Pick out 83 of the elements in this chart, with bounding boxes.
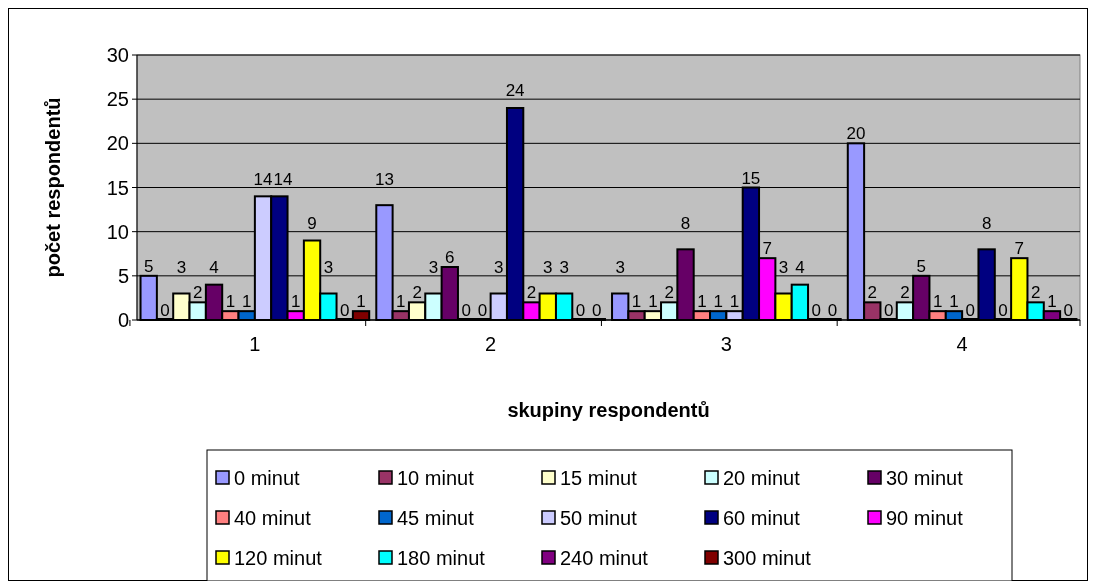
x-tick-label: 1 — [249, 333, 261, 355]
data-label: 0 — [461, 301, 471, 320]
data-label: 6 — [445, 248, 455, 267]
data-label: 5 — [916, 256, 927, 276]
x-tick-label: 3 — [720, 333, 732, 355]
data-label: 1 — [729, 292, 740, 312]
data-label: 7 — [1014, 239, 1025, 259]
y-tick-label: 30 — [106, 44, 129, 66]
legend-label: 45 minut — [397, 507, 475, 529]
data-label: 3 — [615, 257, 625, 277]
data-label: 0 — [965, 301, 976, 320]
data-label: 1 — [631, 292, 642, 312]
y-tick-label: 20 — [106, 132, 129, 155]
data-label: 0 — [811, 301, 821, 320]
data-label: 14 — [273, 169, 293, 189]
data-label: 1 — [225, 292, 236, 312]
data-label: 2 — [867, 283, 878, 303]
legend-label: 40 minut — [234, 507, 312, 529]
legend-label: 20 minut — [723, 467, 801, 489]
data-label: 9 — [307, 213, 317, 233]
data-label: 1 — [290, 292, 301, 312]
y-tick-label: 15 — [106, 176, 129, 199]
legend-label: 60 minut — [723, 507, 801, 529]
legend-label: 120 minut — [234, 547, 323, 569]
data-label: 1 — [1047, 292, 1057, 312]
data-label: 1 — [949, 292, 959, 312]
data-label: 1 — [356, 292, 366, 312]
data-label: 3 — [176, 257, 187, 277]
data-label: 8 — [680, 213, 691, 233]
legend-label: 50 minut — [560, 507, 638, 529]
data-label: 20 — [846, 124, 866, 144]
data-label: 1 — [697, 292, 707, 312]
data-label: 2 — [664, 283, 674, 303]
data-label: 0 — [1063, 301, 1074, 320]
data-label: 1 — [648, 292, 658, 312]
x-axis-title: skupiny respondentů — [507, 399, 710, 421]
data-label: 15 — [741, 168, 761, 188]
data-label: 0 — [998, 301, 1008, 320]
data-label: 24 — [505, 81, 525, 101]
legend-label: 15 minut — [560, 467, 638, 489]
data-label: 0 — [477, 301, 488, 320]
data-label: 2 — [412, 283, 422, 303]
legend-label: 10 minut — [397, 467, 475, 489]
data-label: 8 — [981, 213, 992, 233]
y-tick-label: 0 — [117, 309, 129, 331]
data-label: 13 — [374, 169, 394, 189]
data-label: 3 — [428, 257, 439, 277]
data-label: 0 — [592, 301, 602, 320]
data-label: 3 — [559, 257, 569, 277]
data-label: 4 — [209, 257, 219, 277]
data-label: 14 — [253, 169, 273, 189]
legend-label: 0 minut — [234, 467, 301, 489]
data-label: 5 — [143, 256, 154, 276]
data-label: 1 — [396, 292, 406, 312]
y-tick-label: 10 — [106, 220, 129, 243]
data-label: 1 — [241, 292, 252, 312]
data-label: 3 — [543, 257, 553, 277]
data-label: 4 — [795, 257, 805, 277]
x-tick-label: 2 — [485, 333, 497, 355]
data-label: 0 — [339, 301, 350, 320]
legend-label: 90 minut — [886, 507, 964, 529]
data-label: 2 — [526, 283, 537, 303]
data-label: 0 — [160, 301, 170, 320]
data-label: 2 — [1030, 283, 1041, 303]
data-label: 1 — [932, 292, 943, 312]
data-label: 2 — [192, 283, 203, 303]
y-axis-title: počet respondentů — [42, 97, 64, 278]
data-label: 1 — [713, 292, 723, 312]
x-tick-label: 4 — [956, 333, 968, 355]
y-tick-label: 25 — [106, 88, 129, 111]
data-label: 3 — [494, 257, 504, 277]
legend-label: 30 minut — [886, 467, 964, 489]
data-label: 3 — [323, 257, 334, 277]
data-label: 2 — [900, 283, 910, 303]
legend-label: 180 minut — [397, 547, 486, 569]
legend-label: 300 minut — [723, 547, 812, 569]
data-label: 3 — [778, 257, 789, 277]
data-label: 0 — [883, 301, 894, 320]
data-label: 0 — [575, 301, 586, 320]
data-label: 0 — [827, 301, 838, 320]
legend-label: 240 minut — [560, 547, 649, 569]
y-tick-label: 5 — [117, 264, 129, 287]
data-label: 7 — [762, 239, 772, 259]
